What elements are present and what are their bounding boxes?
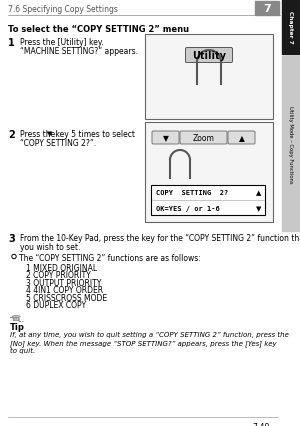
Text: ▼: ▼ <box>256 205 262 211</box>
Bar <box>145 35 273 120</box>
Text: Tip: Tip <box>10 322 25 331</box>
Text: ▼: ▼ <box>47 131 52 137</box>
Bar <box>282 57 300 231</box>
Text: ...: ... <box>17 314 24 323</box>
Text: 3: 3 <box>8 233 15 243</box>
Text: OK=YES / or 1-6: OK=YES / or 1-6 <box>156 205 220 211</box>
Text: 2 COPY PRIORITY: 2 COPY PRIORITY <box>26 271 91 280</box>
Bar <box>151 186 265 216</box>
Text: COPY  SETTING  2?: COPY SETTING 2? <box>156 190 228 196</box>
Text: “COPY SETTING 2?”.: “COPY SETTING 2?”. <box>20 139 96 148</box>
Text: “MACHINE SETTING?” appears.: “MACHINE SETTING?” appears. <box>20 47 138 56</box>
FancyBboxPatch shape <box>152 132 179 145</box>
Text: 1 MIXED ORIGINAL: 1 MIXED ORIGINAL <box>26 263 97 272</box>
Text: 4 4IN1 COPY ORDER: 4 4IN1 COPY ORDER <box>26 286 103 295</box>
Text: 1: 1 <box>8 38 15 48</box>
Bar <box>282 0 300 55</box>
Text: Chapter 7: Chapter 7 <box>289 11 293 44</box>
Text: Press the [Utility] key.: Press the [Utility] key. <box>20 38 104 47</box>
Text: To select the “COPY SETTING 2” menu: To select the “COPY SETTING 2” menu <box>8 25 189 34</box>
Text: ▲: ▲ <box>256 190 262 196</box>
Text: 7.6 Specifying Copy Settings: 7.6 Specifying Copy Settings <box>8 6 118 14</box>
Text: 3 OUTPUT PRIORITY: 3 OUTPUT PRIORITY <box>26 278 101 287</box>
Text: to quit.: to quit. <box>10 347 35 353</box>
Text: [No] key. When the message “STOP SETTING?” appears, press the [Yes] key: [No] key. When the message “STOP SETTING… <box>10 339 277 346</box>
Bar <box>255 2 279 16</box>
Text: Press the: Press the <box>20 130 58 139</box>
FancyBboxPatch shape <box>180 132 227 145</box>
Text: From the 10-Key Pad, press the key for the “COPY SETTING 2” function that: From the 10-Key Pad, press the key for t… <box>20 233 300 242</box>
FancyBboxPatch shape <box>185 49 232 63</box>
Bar <box>145 123 273 222</box>
Text: key 5 times to select: key 5 times to select <box>53 130 135 139</box>
Text: Utility Mode – Copy Functions: Utility Mode – Copy Functions <box>289 106 293 183</box>
Text: ▼: ▼ <box>163 134 168 143</box>
Text: 7-49: 7-49 <box>253 422 270 426</box>
Text: ☎: ☎ <box>10 313 20 322</box>
Text: 6 DUPLEX COPY: 6 DUPLEX COPY <box>26 301 86 310</box>
Text: Zoom: Zoom <box>193 134 214 143</box>
Text: The “COPY SETTING 2” functions are as follows:: The “COPY SETTING 2” functions are as fo… <box>19 253 201 262</box>
Text: you wish to set.: you wish to set. <box>20 242 80 251</box>
Text: 2: 2 <box>8 130 15 140</box>
Text: 7: 7 <box>263 4 271 14</box>
Text: If, at any time, you wish to quit setting a “COPY SETTING 2” function, press the: If, at any time, you wish to quit settin… <box>10 331 289 337</box>
FancyBboxPatch shape <box>228 132 255 145</box>
Text: Utility: Utility <box>192 51 226 61</box>
Text: ▲: ▲ <box>238 134 244 143</box>
Text: 5 CRISSCROSS MODE: 5 CRISSCROSS MODE <box>26 294 107 302</box>
